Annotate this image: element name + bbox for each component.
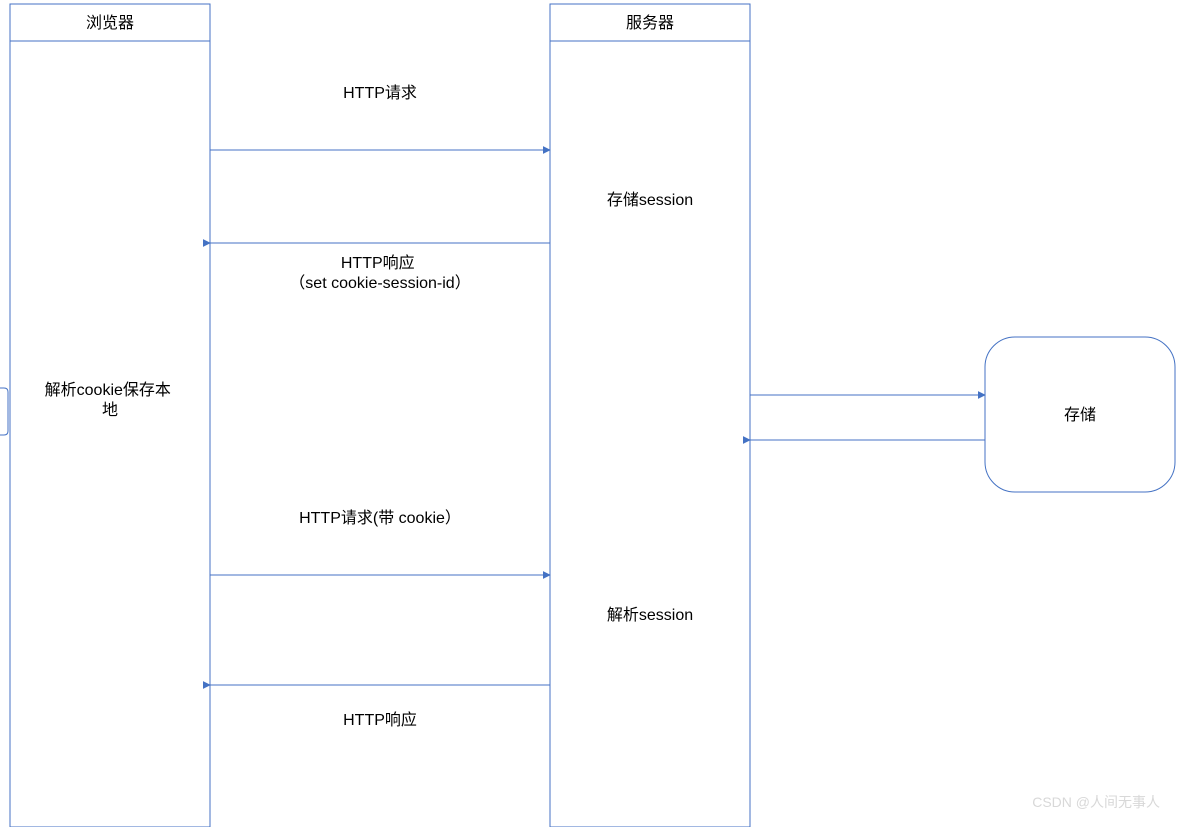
participant-server: 服务器 (550, 4, 750, 827)
label-http-resp-2: HTTP响应 (343, 710, 417, 729)
participant-server-label: 服务器 (626, 14, 674, 32)
server-inner-text-1: 存储session (607, 191, 693, 209)
side-tick-curve (4, 388, 8, 435)
label-http-req-1: HTTP请求 (343, 84, 417, 102)
browser-inner-text: 解析cookie保存本 地 (45, 381, 176, 419)
label-http-req-2: HTTP请求(带 cookie） (299, 509, 461, 527)
server-inner-text-2: 解析session (607, 606, 693, 624)
participant-storage-label: 存储 (1064, 406, 1096, 424)
label-http-resp-1: HTTP响应 （set cookie-session-id） (289, 253, 470, 292)
sequence-diagram: 浏览器 服务器 存储 解析cookie保存本 地 存储session 解析ses… (0, 0, 1180, 827)
watermark-text: CSDN @人间无事人 (1032, 792, 1160, 812)
participant-storage: 存储 (985, 337, 1175, 492)
participant-browser-label: 浏览器 (86, 14, 134, 32)
